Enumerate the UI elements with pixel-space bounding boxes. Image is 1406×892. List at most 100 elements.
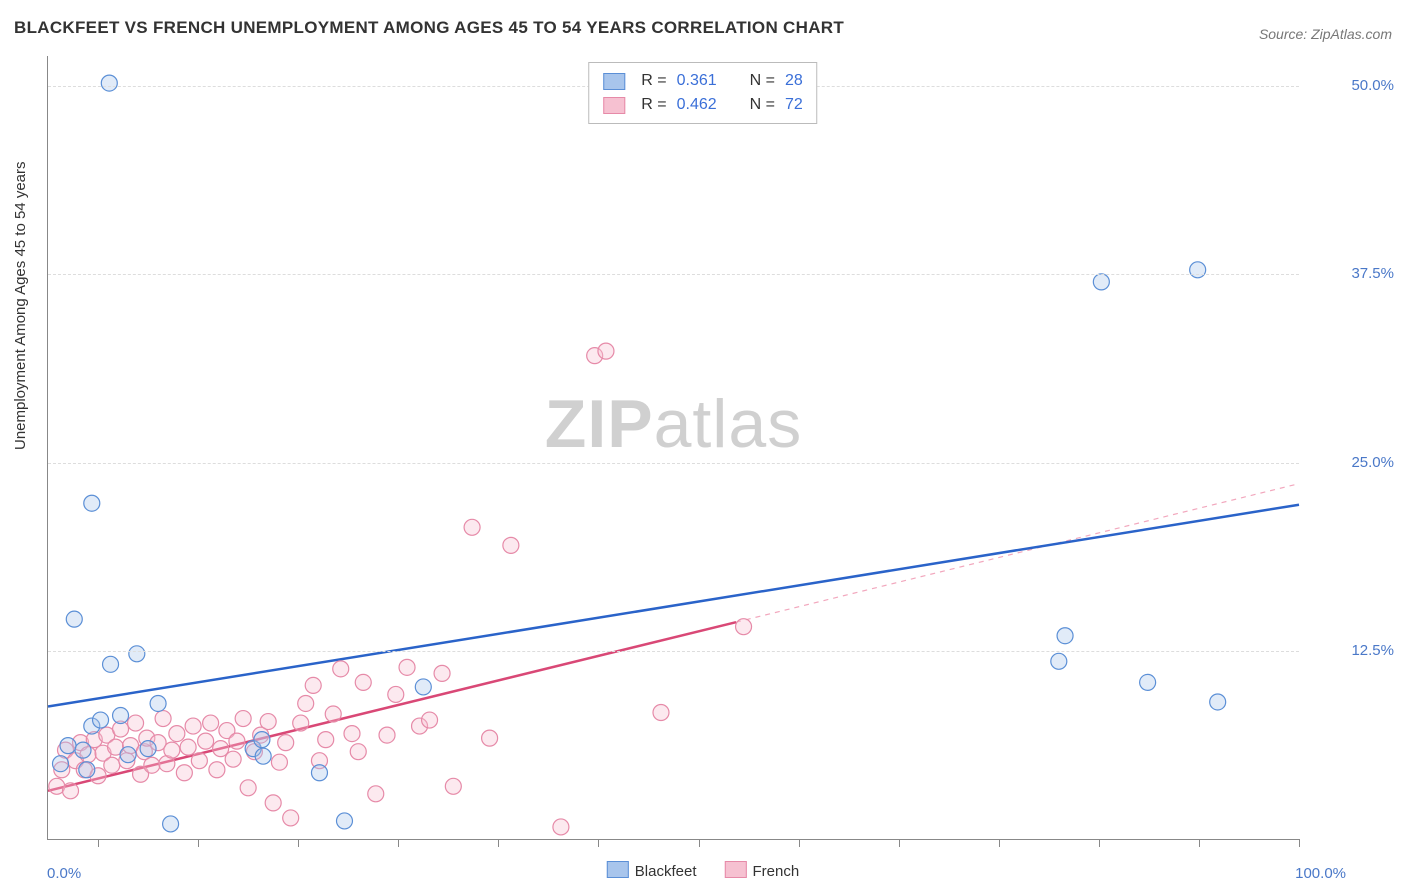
data-point bbox=[434, 665, 450, 681]
data-point bbox=[93, 712, 109, 728]
data-point bbox=[53, 756, 69, 772]
data-point bbox=[203, 715, 219, 731]
data-point bbox=[464, 519, 480, 535]
data-point bbox=[1093, 274, 1109, 290]
data-point bbox=[84, 495, 100, 511]
n-value-french: 72 bbox=[785, 93, 803, 117]
n-value-blackfeet: 28 bbox=[785, 69, 803, 93]
data-point bbox=[350, 744, 366, 760]
source-attribution: Source: ZipAtlas.com bbox=[1259, 26, 1392, 42]
data-point bbox=[1190, 262, 1206, 278]
data-point bbox=[255, 748, 271, 764]
data-point bbox=[553, 819, 569, 835]
data-point bbox=[104, 757, 120, 773]
legend-item-blackfeet: Blackfeet bbox=[607, 861, 697, 880]
data-point bbox=[298, 695, 314, 711]
data-point bbox=[229, 733, 245, 749]
data-point bbox=[79, 762, 95, 778]
data-point bbox=[271, 754, 287, 770]
y-tick-label: 37.5% bbox=[1351, 265, 1394, 282]
chart-title: BLACKFEET VS FRENCH UNEMPLOYMENT AMONG A… bbox=[14, 18, 844, 38]
r-value-blackfeet: 0.361 bbox=[677, 69, 732, 93]
data-point bbox=[180, 739, 196, 755]
data-point bbox=[75, 742, 91, 758]
data-point bbox=[60, 738, 76, 754]
data-point bbox=[209, 762, 225, 778]
legend-item-french: French bbox=[725, 861, 800, 880]
data-point bbox=[368, 786, 384, 802]
data-point bbox=[120, 747, 136, 763]
data-point bbox=[355, 674, 371, 690]
data-point bbox=[155, 711, 171, 727]
data-point bbox=[225, 751, 241, 767]
data-point bbox=[318, 732, 334, 748]
data-point bbox=[653, 705, 669, 721]
data-point bbox=[482, 730, 498, 746]
correlation-legend: R = 0.361 N = 28 R = 0.462 N = 72 bbox=[588, 62, 817, 124]
swatch-french-bottom bbox=[725, 861, 747, 878]
data-point bbox=[1210, 694, 1226, 710]
chart-root: BLACKFEET VS FRENCH UNEMPLOYMENT AMONG A… bbox=[0, 0, 1406, 892]
n-label: N = bbox=[750, 93, 775, 117]
data-point bbox=[66, 611, 82, 627]
data-point bbox=[185, 718, 201, 734]
n-label: N = bbox=[750, 69, 775, 93]
data-point bbox=[422, 712, 438, 728]
data-point bbox=[164, 742, 180, 758]
data-point bbox=[235, 711, 251, 727]
data-point bbox=[128, 715, 144, 731]
data-point bbox=[150, 695, 166, 711]
data-point bbox=[1051, 653, 1067, 669]
data-point bbox=[325, 706, 341, 722]
data-point bbox=[293, 715, 309, 731]
data-point bbox=[260, 714, 276, 730]
data-point bbox=[311, 765, 327, 781]
chart-svg bbox=[48, 56, 1299, 839]
y-axis-label: Unemployment Among Ages 45 to 54 years bbox=[12, 161, 29, 450]
data-point bbox=[129, 646, 145, 662]
data-point bbox=[176, 765, 192, 781]
y-tick-label: 50.0% bbox=[1351, 77, 1394, 94]
data-point bbox=[344, 726, 360, 742]
r-label: R = bbox=[641, 93, 666, 117]
data-point bbox=[415, 679, 431, 695]
data-point bbox=[503, 537, 519, 553]
regression-line-dashed bbox=[736, 484, 1299, 623]
data-point bbox=[140, 741, 156, 757]
plot-area: ZIPatlas bbox=[47, 56, 1299, 840]
data-point bbox=[198, 733, 214, 749]
swatch-french bbox=[603, 97, 625, 114]
swatch-blackfeet-bottom bbox=[607, 861, 629, 878]
data-point bbox=[265, 795, 281, 811]
x-axis-max-label: 100.0% bbox=[1295, 865, 1346, 882]
data-point bbox=[305, 677, 321, 693]
y-tick-label: 12.5% bbox=[1351, 642, 1394, 659]
data-point bbox=[144, 757, 160, 773]
data-point bbox=[399, 659, 415, 675]
data-point bbox=[1140, 674, 1156, 690]
r-value-french: 0.462 bbox=[677, 93, 732, 117]
data-point bbox=[163, 816, 179, 832]
data-point bbox=[169, 726, 185, 742]
data-point bbox=[445, 778, 461, 794]
data-point bbox=[240, 780, 256, 796]
data-point bbox=[254, 732, 270, 748]
y-tick-label: 25.0% bbox=[1351, 454, 1394, 471]
data-point bbox=[379, 727, 395, 743]
data-point bbox=[103, 656, 119, 672]
legend-label-french: French bbox=[753, 863, 800, 880]
data-point bbox=[336, 813, 352, 829]
data-point bbox=[101, 75, 117, 91]
data-point bbox=[333, 661, 349, 677]
series-legend: Blackfeet French bbox=[607, 861, 799, 880]
legend-label-blackfeet: Blackfeet bbox=[635, 863, 697, 880]
data-point bbox=[278, 735, 294, 751]
x-axis-min-label: 0.0% bbox=[47, 865, 81, 882]
data-point bbox=[113, 708, 129, 724]
data-point bbox=[598, 343, 614, 359]
data-point bbox=[736, 619, 752, 635]
swatch-blackfeet bbox=[603, 73, 625, 90]
regression-line bbox=[48, 505, 1299, 707]
legend-row-blackfeet: R = 0.361 N = 28 bbox=[603, 69, 802, 93]
data-point bbox=[191, 753, 207, 769]
